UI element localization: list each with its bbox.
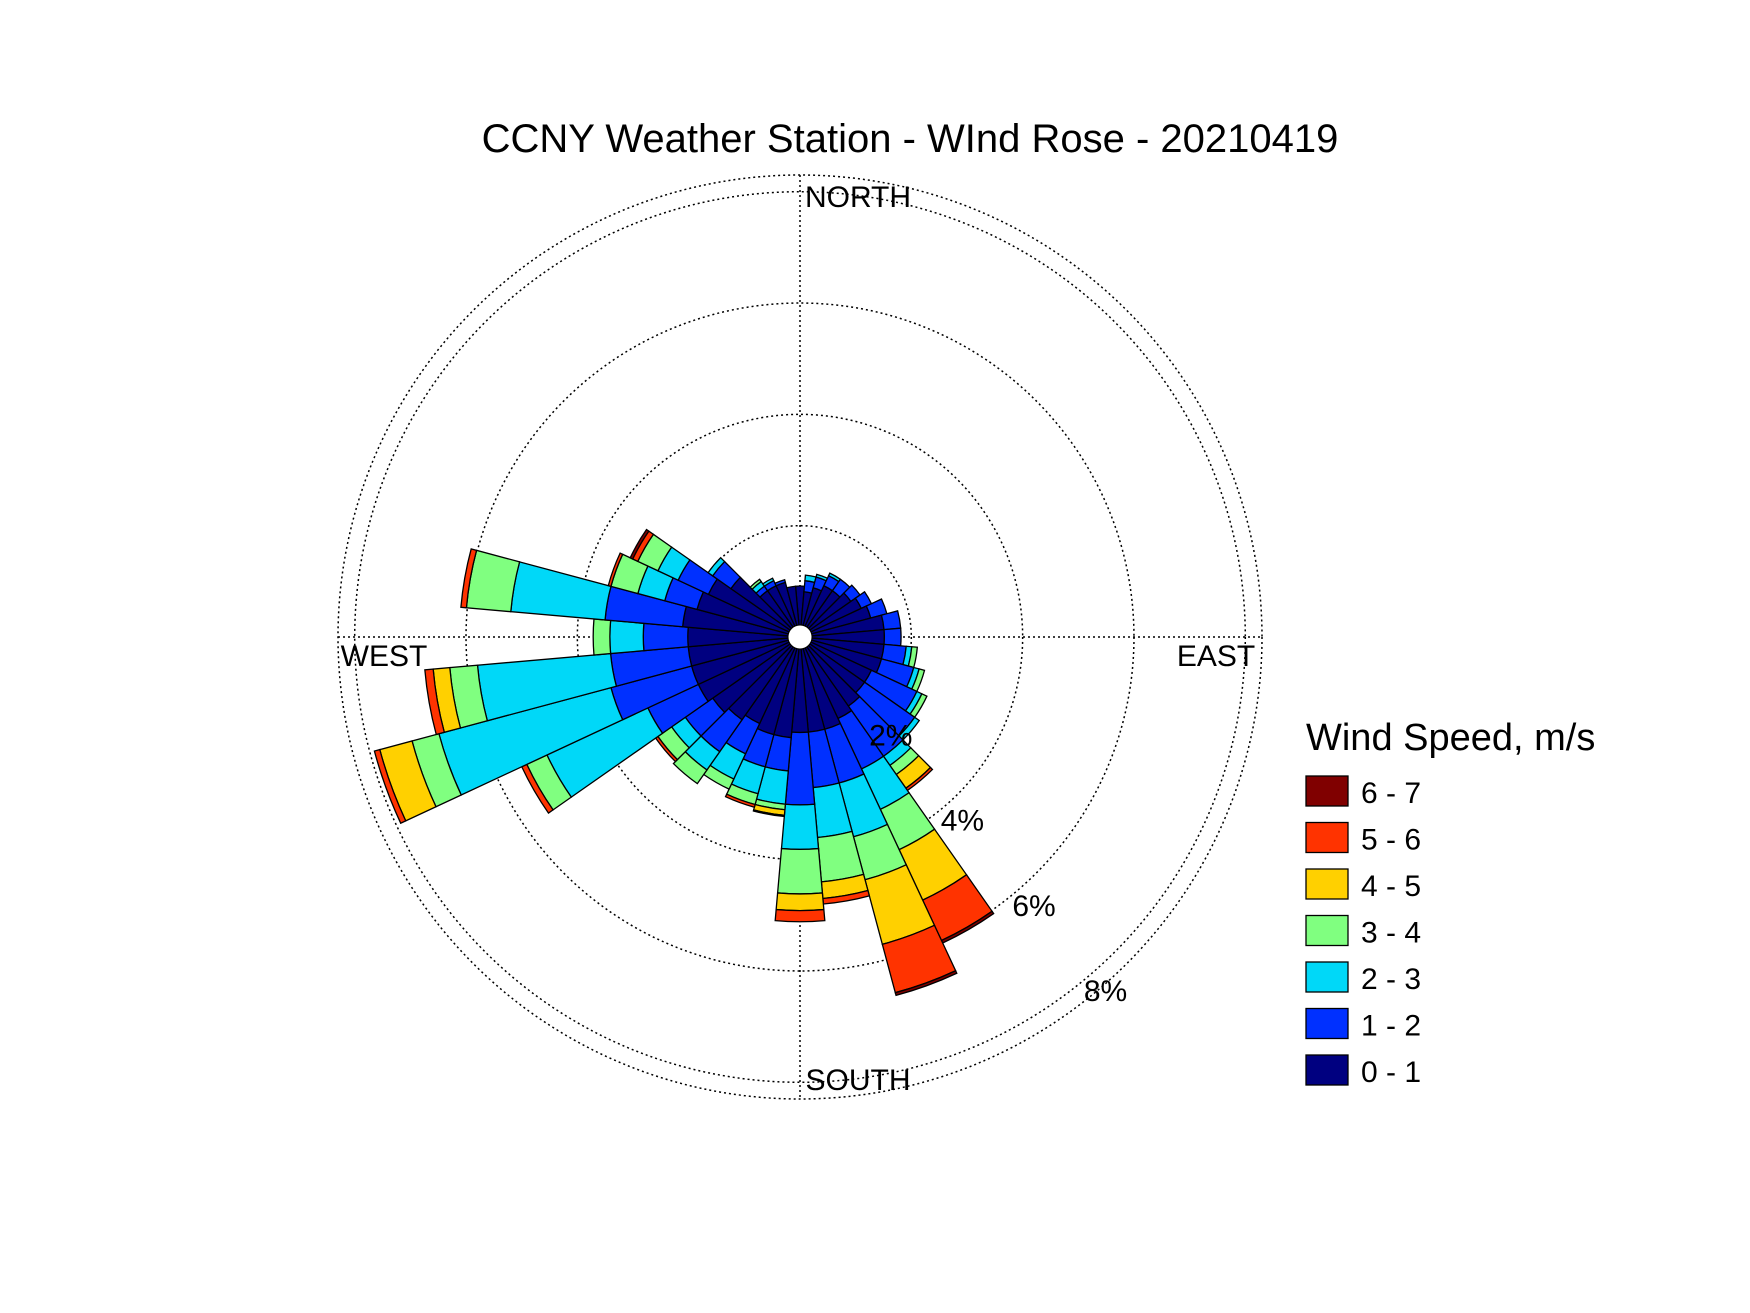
legend-swatch-5	[1305, 1007, 1349, 1040]
wedge-270deg-bin-3	[592, 618, 612, 656]
radial-tick-label-2: 2%	[869, 719, 912, 752]
wedge-180deg-bin-2	[780, 803, 820, 851]
legend: Wind Speed, m/s 6 - 7 5 - 6 4 - 5 3 - 4 2 - …	[1305, 717, 1595, 1089]
chart-title: CCNY Weather Station - WInd Rose - 20210…	[482, 117, 1339, 161]
wedge-340deg-bin-1	[774, 578, 787, 587]
legend-swatch-3	[1305, 914, 1349, 947]
wedge-180deg-bin-3	[776, 847, 824, 895]
wedge-180deg-bin-5	[774, 908, 826, 923]
wedge-330deg-bin-2	[761, 577, 775, 588]
wedge-300deg-bin-6	[629, 528, 650, 560]
legend-swatch-6	[1305, 1054, 1349, 1086]
legend-label-4: 2 - 3	[1361, 963, 1421, 996]
radial-tick-label-8: 8%	[1084, 975, 1127, 1008]
east-label: EAST	[1177, 640, 1255, 673]
legend-label-3: 3 - 4	[1361, 917, 1421, 950]
legend-swatch-4	[1305, 961, 1349, 993]
wedge-180deg-bin-4	[775, 892, 825, 912]
legend-swatch-1	[1305, 821, 1349, 854]
legend-items: 6 - 7 5 - 6 4 - 5 3 - 4 2 - 3 1 - 2 0 - 1	[1305, 775, 1421, 1089]
wedge-270deg-bin-2	[609, 619, 645, 655]
grid-ring-8	[353, 190, 1247, 1084]
wedge-290deg-bin-5	[607, 552, 624, 588]
wedge-280deg-bin-5	[460, 548, 478, 609]
legend-label-5: 1 - 2	[1361, 1010, 1421, 1043]
north-label: NORTH	[805, 181, 911, 214]
grid-ring-4	[576, 413, 1024, 861]
wedge-220deg-bin-3	[672, 750, 708, 785]
wedge-270deg-bin-1	[642, 622, 689, 652]
legend-swatch-0	[1305, 775, 1349, 807]
legend-title: Wind Speed, m/s	[1306, 717, 1595, 759]
wedge-250deg-bin-5	[373, 748, 407, 825]
legend-swatch-2	[1305, 868, 1349, 900]
wedge-280deg-bin-2	[510, 561, 612, 621]
west-label: WEST	[341, 640, 428, 673]
center-hole	[787, 624, 813, 650]
wedge-190deg-bin-5	[752, 809, 786, 818]
south-label: SOUTH	[806, 1064, 911, 1097]
legend-label-0: 6 - 7	[1361, 777, 1421, 810]
legend-label-1: 5 - 6	[1361, 824, 1421, 857]
wedge-90deg-bin-1	[883, 627, 902, 647]
radial-tick-label-4: 4%	[941, 805, 984, 838]
grid-ring-2	[687, 524, 913, 750]
wind-sectors	[373, 528, 995, 997]
wedge-260deg-bin-5	[424, 668, 446, 736]
radial-tick-label-6: 6%	[1012, 890, 1055, 923]
wedge-200deg-bin-5	[724, 793, 756, 808]
legend-label-2: 4 - 5	[1361, 870, 1421, 903]
wedge-320deg-bin-3	[749, 578, 763, 591]
radial-tick-labels: 2% 4% 6% 8%	[869, 719, 1127, 1008]
legend-label-6: 0 - 1	[1361, 1056, 1421, 1089]
axis-labels: NORTH SOUTH EAST WEST	[341, 181, 1256, 1097]
wedge-160deg-bin-6	[894, 969, 958, 997]
wedge-310deg-bin-2	[707, 556, 726, 577]
